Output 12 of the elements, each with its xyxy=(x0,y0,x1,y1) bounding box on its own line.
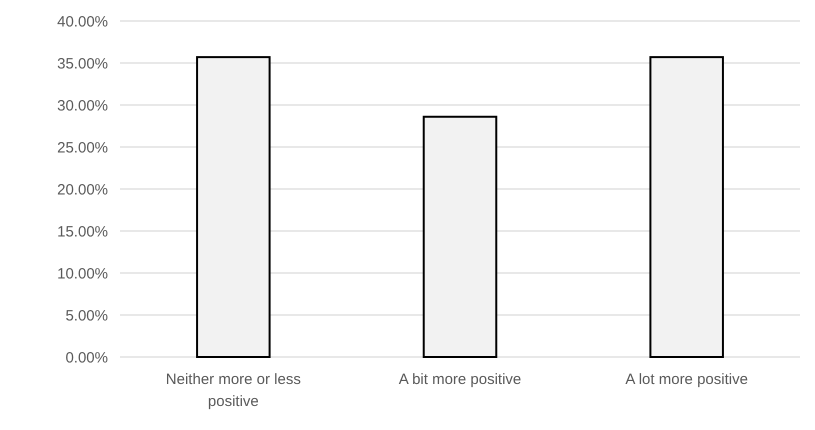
x-tick-label: Neither more or less positive xyxy=(166,371,301,410)
y-tick-label: 5.00% xyxy=(65,307,108,324)
y-tick-label: 40.00% xyxy=(57,13,108,30)
y-tick-label: 0.00% xyxy=(65,349,108,366)
y-tick-label: 10.00% xyxy=(57,265,108,282)
y-tick-label: 15.00% xyxy=(57,223,108,240)
y-tick-label: 35.00% xyxy=(57,55,108,72)
y-tick-label: 25.00% xyxy=(57,139,108,156)
x-tick-label: A lot more positive xyxy=(625,371,748,388)
x-tick-label: A bit more positive xyxy=(398,371,522,388)
y-tick-label: 20.00% xyxy=(57,181,108,198)
y-tick-label: 30.00% xyxy=(57,97,108,114)
